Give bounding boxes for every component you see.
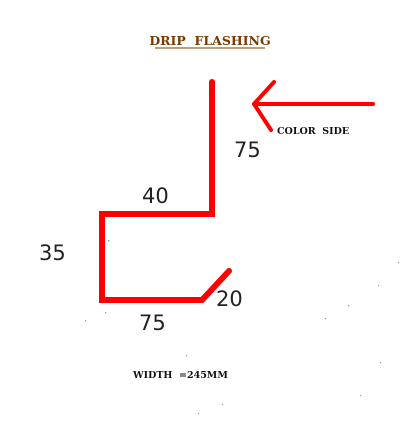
scan-specks bbox=[85, 240, 400, 415]
diagram-title: DRIP FLASHING bbox=[149, 33, 270, 48]
flashing-profile bbox=[99, 79, 232, 303]
dimension-top-vertical: 75 bbox=[234, 138, 261, 162]
dimension-bottom-horizontal: 75 bbox=[139, 311, 166, 335]
dimension-left-vertical: 35 bbox=[39, 241, 66, 265]
dimension-upper-horizontal: 40 bbox=[142, 184, 169, 208]
color-side-label: COLOR SIDE bbox=[277, 126, 349, 137]
color-side-arrow bbox=[252, 80, 375, 132]
dimension-lip: 20 bbox=[216, 287, 243, 311]
width-label: WIDTH =245MM bbox=[132, 370, 228, 381]
